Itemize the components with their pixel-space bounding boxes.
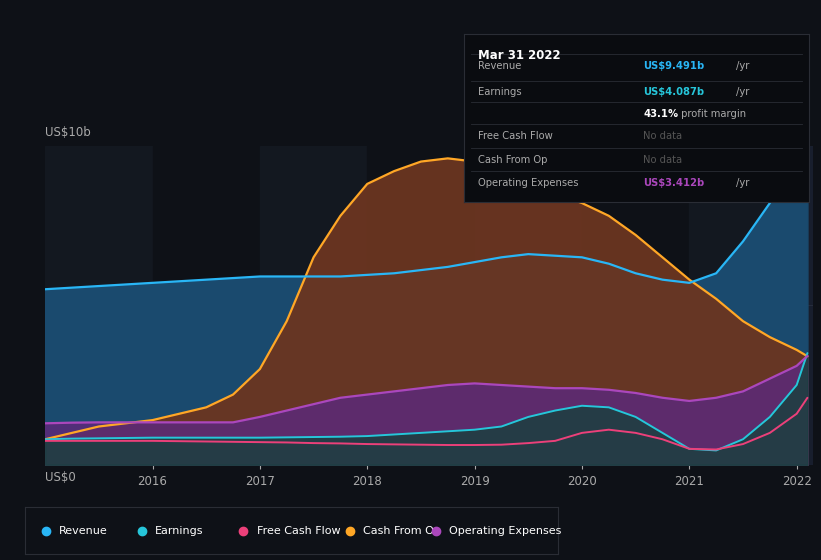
Text: Earnings: Earnings <box>478 87 521 97</box>
Text: /yr: /yr <box>736 178 750 188</box>
Bar <box>796 146 821 465</box>
Text: No data: No data <box>643 155 682 165</box>
Text: /yr: /yr <box>736 60 750 71</box>
Text: Revenue: Revenue <box>478 60 521 71</box>
Bar <box>582 146 690 465</box>
Text: No data: No data <box>643 131 682 141</box>
Text: US$9.491b: US$9.491b <box>643 60 704 71</box>
Text: /yr: /yr <box>736 87 750 97</box>
Text: Cash From Op: Cash From Op <box>478 155 547 165</box>
Text: Operating Expenses: Operating Expenses <box>478 178 578 188</box>
Bar <box>45 146 153 465</box>
Text: Mar 31 2022: Mar 31 2022 <box>478 49 560 62</box>
Text: Operating Expenses: Operating Expenses <box>449 526 562 535</box>
Bar <box>475 146 582 465</box>
Text: Free Cash Flow: Free Cash Flow <box>478 131 553 141</box>
Text: Earnings: Earnings <box>155 526 204 535</box>
Text: US$10b: US$10b <box>45 126 91 139</box>
Text: US$0: US$0 <box>45 471 76 484</box>
Bar <box>770 146 813 465</box>
Bar <box>153 146 260 465</box>
Bar <box>260 146 367 465</box>
Text: Free Cash Flow: Free Cash Flow <box>257 526 341 535</box>
Bar <box>690 146 796 465</box>
Text: US$3.412b: US$3.412b <box>643 178 704 188</box>
Bar <box>367 146 475 465</box>
Text: 43.1%: 43.1% <box>643 109 678 119</box>
Text: Cash From Op: Cash From Op <box>364 526 442 535</box>
Text: Revenue: Revenue <box>59 526 108 535</box>
Text: profit margin: profit margin <box>677 109 745 119</box>
Text: US$4.087b: US$4.087b <box>643 87 704 97</box>
